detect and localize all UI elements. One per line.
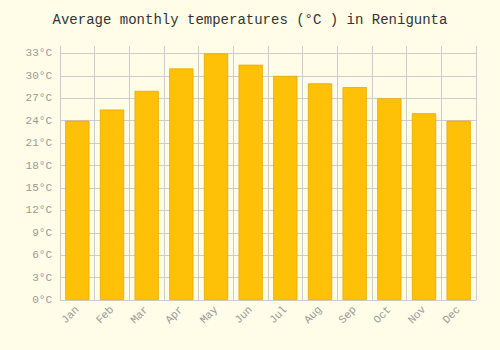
- svg-text:May: May: [198, 303, 221, 326]
- svg-text:6°C: 6°C: [32, 249, 52, 261]
- svg-text:Nov: Nov: [406, 303, 429, 326]
- svg-text:Jun: Jun: [232, 304, 254, 326]
- svg-text:Apr: Apr: [163, 304, 185, 326]
- svg-text:Oct: Oct: [371, 304, 393, 326]
- svg-text:24°C: 24°C: [26, 115, 53, 127]
- svg-text:0°C: 0°C: [32, 294, 52, 306]
- svg-text:15°C: 15°C: [26, 182, 53, 194]
- svg-text:Average monthly temperatures (: Average monthly temperatures (°C ) in Re…: [53, 12, 448, 28]
- svg-text:21°C: 21°C: [26, 137, 53, 149]
- svg-text:30°C: 30°C: [26, 70, 53, 82]
- svg-text:3°C: 3°C: [32, 272, 52, 284]
- svg-text:Sep: Sep: [336, 304, 358, 326]
- svg-text:Feb: Feb: [94, 304, 116, 326]
- svg-text:33°C: 33°C: [26, 47, 53, 59]
- svg-text:Dec: Dec: [440, 304, 462, 326]
- svg-text:9°C: 9°C: [32, 227, 52, 239]
- svg-text:Aug: Aug: [302, 304, 324, 326]
- svg-text:Jul: Jul: [267, 304, 289, 326]
- svg-text:12°C: 12°C: [26, 204, 53, 216]
- svg-text:18°C: 18°C: [26, 160, 53, 172]
- svg-text:Mar: Mar: [128, 304, 150, 326]
- svg-text:27°C: 27°C: [26, 92, 53, 104]
- svg-text:Jan: Jan: [59, 304, 81, 326]
